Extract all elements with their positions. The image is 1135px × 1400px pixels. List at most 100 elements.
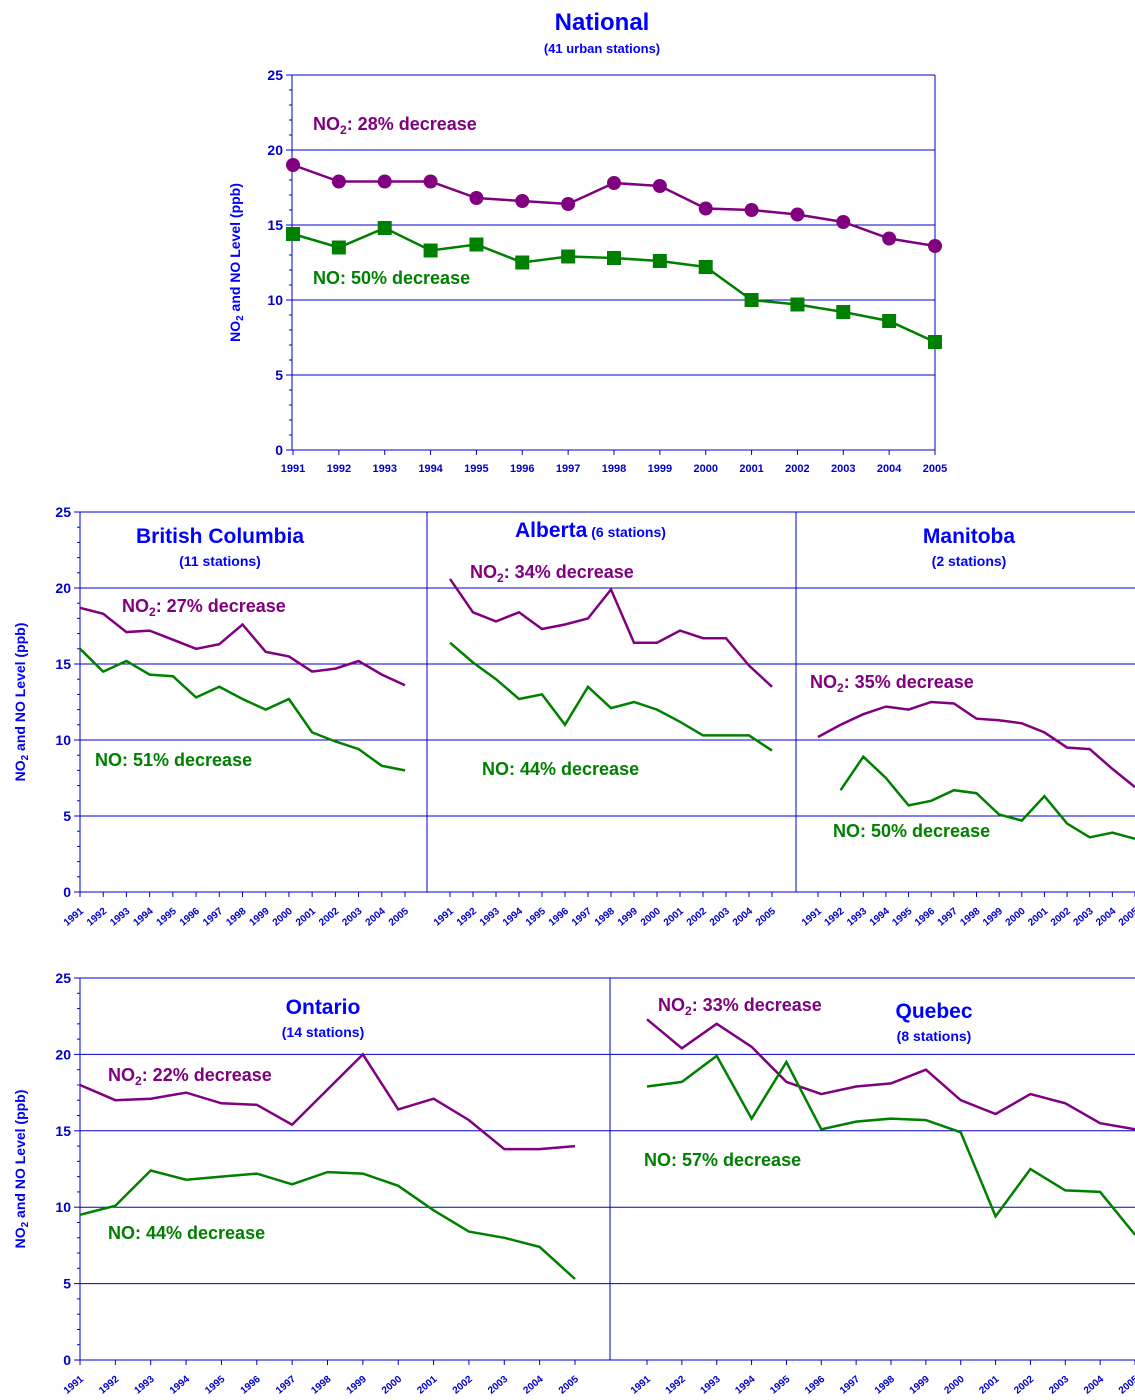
x-tick-label: 1992 [455, 906, 479, 929]
x-tick-label: 1995 [890, 906, 914, 929]
annotation-no2: NO2: 33% decrease [658, 995, 822, 1018]
x-tick-label: 1998 [958, 906, 982, 929]
y-tick-label: 15 [55, 656, 71, 672]
data-point-no [790, 297, 805, 312]
chart-national: 1991 1992 1993 1994 1995 1996 1997 1998 1999 2000… [281, 9, 947, 475]
y-tick-label: 15 [267, 217, 283, 233]
annotation-no2-prefix: NO [658, 995, 685, 1015]
y-axis-label-text: NO [12, 1227, 28, 1248]
x-tick-label: 2003 [708, 906, 732, 929]
x-tick-label: 2004 [1082, 1374, 1106, 1397]
x-tick-label: 1991 [629, 1374, 653, 1397]
y-tick-label: 10 [267, 292, 283, 308]
x-tick-label: 1994 [168, 1374, 192, 1397]
x-tick-label: 2001 [1026, 906, 1050, 929]
y-axis-label-text: NO [12, 760, 28, 781]
x-tick-label: 1999 [616, 906, 640, 929]
x-tick-label: 1995 [524, 906, 548, 929]
x-tick-label: 1999 [648, 463, 672, 475]
x-tick-label: 1992 [822, 906, 846, 929]
chart-title: Alberta (6 stations) [515, 519, 666, 542]
annotation-no2-sub: 2 [149, 605, 156, 619]
y-tick-label: 15 [55, 1123, 71, 1139]
x-tick-label: 2005 [557, 1374, 581, 1397]
annotation-no2: NO2: 28% decrease [313, 114, 477, 137]
y-tick-label: 25 [55, 970, 71, 986]
x-tick-label: 2005 [1117, 906, 1135, 929]
y-tick-label: 10 [55, 732, 71, 748]
annotation-no: NO: 50% decrease [833, 821, 990, 841]
y-tick-label: 20 [55, 580, 71, 596]
x-tick-label: 1992 [327, 463, 351, 475]
x-tick-label: 2001 [662, 906, 686, 929]
y-axis-label-sub: 2 [235, 315, 246, 321]
x-tick-label: 1991 [432, 906, 456, 929]
series-line-no [79, 647, 406, 772]
x-tick-label: 1995 [203, 1374, 227, 1397]
chart-ontario: 1991 1992 1993 1994 1995 1996 1997 1998 1999 2000… [62, 978, 611, 1397]
annotation-no2: NO2: 35% decrease [810, 672, 974, 695]
data-point-no2 [286, 158, 300, 172]
chart-subtitle: (11 stations) [179, 553, 261, 569]
x-tick-label: 1994 [501, 906, 525, 929]
y-axis-label: NO2 and NO Level (ppb) [12, 623, 31, 782]
series-line-no2 [79, 1052, 576, 1151]
chart-title: Manitoba [923, 525, 1015, 548]
annotation-no2-prefix: NO [108, 1065, 135, 1085]
y-tick-label: 0 [63, 884, 71, 900]
x-tick-label: 1998 [309, 1374, 333, 1397]
x-tick-label: 2000 [943, 1374, 967, 1397]
series-line-no2 [448, 578, 773, 688]
x-tick-label: 2004 [877, 463, 902, 475]
data-point-no2 [698, 201, 713, 216]
data-point-no2 [607, 176, 621, 190]
data-point-no2 [928, 239, 942, 253]
data-point-no [286, 227, 300, 241]
x-tick-label: 1992 [664, 1374, 688, 1397]
x-tick-label: 1994 [131, 906, 155, 929]
series-line-no2 [646, 1018, 1135, 1131]
data-point-no2 [377, 174, 392, 189]
x-tick-label: 2004 [731, 906, 755, 929]
x-tick-label: 1991 [800, 906, 824, 929]
x-tick-label: 1997 [201, 906, 225, 929]
data-point-no2 [836, 215, 851, 229]
x-tick-label: 1997 [274, 1374, 298, 1397]
data-point-no2 [331, 174, 346, 189]
annotation-no2-prefix: NO [313, 114, 340, 134]
x-tick-label: 1998 [593, 906, 617, 929]
x-tick-label: 1991 [281, 463, 305, 475]
x-tick-label: 1992 [85, 906, 109, 929]
x-tick-label: 1993 [108, 906, 132, 929]
data-point-no [331, 240, 346, 255]
y-tick-label: 5 [63, 1276, 71, 1292]
data-point-no [928, 335, 942, 349]
series-line-no [646, 1054, 1135, 1236]
x-tick-label: 2002 [785, 463, 809, 475]
annotation-no2-sub: 2 [685, 1004, 692, 1018]
x-tick-label: 2005 [1117, 1374, 1135, 1397]
x-tick-label: 1995 [464, 463, 488, 475]
data-point-no [698, 260, 713, 274]
x-tick-label: 1997 [556, 463, 580, 475]
x-tick-label: 1998 [602, 463, 626, 475]
chart-quebec: 1991 1992 1993 1994 1995 1996 1997 1998 1999 2000… [629, 995, 1135, 1397]
annotation-no2-sub: 2 [837, 681, 844, 695]
annotation-no2-text: : 33% decrease [692, 995, 822, 1015]
x-tick-label: 1998 [873, 1374, 897, 1397]
series-line-no2 [79, 606, 406, 687]
annotation-no2-text: : 35% decrease [844, 672, 974, 692]
x-tick-label: 2003 [831, 463, 855, 475]
x-tick-label: 1996 [239, 1374, 263, 1397]
series-line-no [449, 641, 773, 752]
x-tick-label: 2005 [387, 906, 411, 929]
y-axis-label-sub: 2 [20, 754, 31, 760]
x-tick-label: 1996 [803, 1374, 827, 1397]
annotation-no2-sub: 2 [340, 123, 347, 137]
x-tick-label: 1996 [510, 463, 534, 475]
data-point-no [515, 255, 530, 270]
